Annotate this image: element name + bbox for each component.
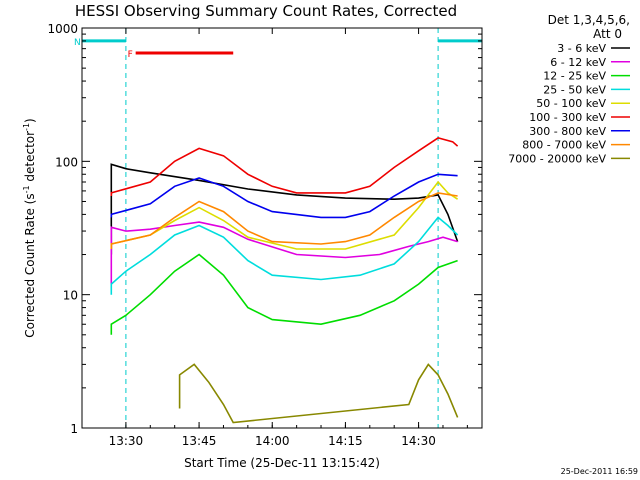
series-line-8	[178, 363, 459, 424]
series-layer	[110, 137, 459, 424]
series-line-0	[110, 163, 459, 255]
y-tick-label-0: 1	[70, 422, 78, 436]
legend-label-3: 25 - 50 keV	[543, 83, 606, 96]
legend-label-2: 12 - 25 keV	[543, 70, 606, 83]
legend-header-line-1: Det 1,3,4,5,6,	[548, 13, 630, 27]
y-axis-label-end: )	[23, 118, 37, 123]
legend-label-0: 3 - 6 keV	[557, 42, 606, 55]
y-axis-label-sup1: -1	[22, 185, 31, 193]
timestamp: 25-Dec-2011 16:59	[561, 467, 638, 476]
x-tick-label-2: 14:00	[255, 434, 290, 448]
legend-label-6: 300 - 800 keV	[529, 125, 606, 138]
series-line-3	[110, 216, 459, 295]
y-axis-label-main: Corrected Count Rate (s	[23, 193, 37, 337]
legend-label-7: 800 - 7000 keV	[522, 139, 606, 152]
series-line-1	[110, 221, 458, 285]
flag-label-0: F	[128, 50, 133, 60]
x-tick-label-4: 14:30	[401, 434, 436, 448]
flag-label-1: N	[74, 38, 81, 48]
series-line-5	[110, 137, 459, 196]
y-tick-label-3: 1000	[47, 22, 78, 36]
plot-frame	[81, 27, 483, 429]
x-tick-label-1: 13:45	[182, 434, 217, 448]
legend-label-4: 50 - 100 keV	[536, 97, 606, 110]
y-axis-label-mid: detector	[23, 131, 37, 186]
y-axis-label: Corrected Count Rate (s-1 detector-1)	[22, 118, 37, 337]
legend-header-line-2: Att 0	[593, 27, 622, 41]
y-axis-label-sup2: -1	[22, 123, 31, 131]
axis-layer: 13:30 13:45 14:00 14:15 14:30 1 10 100 1000	[47, 22, 482, 448]
series-line-6	[110, 173, 458, 219]
legend-label-1: 6 - 12 keV	[550, 56, 606, 69]
series-line-7	[110, 192, 458, 249]
y-tick-label-2: 100	[55, 155, 78, 169]
x-tick-label-0: 13:30	[109, 434, 144, 448]
chart-title: HESSI Observing Summary Count Rates, Cor…	[75, 2, 457, 20]
legend-label-8: 7000 - 20000 keV	[508, 152, 606, 165]
x-axis-label: Start Time (25-Dec-11 13:15:42)	[184, 456, 380, 470]
series-line-2	[110, 253, 458, 335]
flag-layer: FN	[74, 38, 482, 60]
y-tick-label-1: 10	[63, 289, 78, 303]
x-tick-label-3: 14:15	[328, 434, 363, 448]
legend-label-5: 100 - 300 keV	[529, 111, 606, 124]
